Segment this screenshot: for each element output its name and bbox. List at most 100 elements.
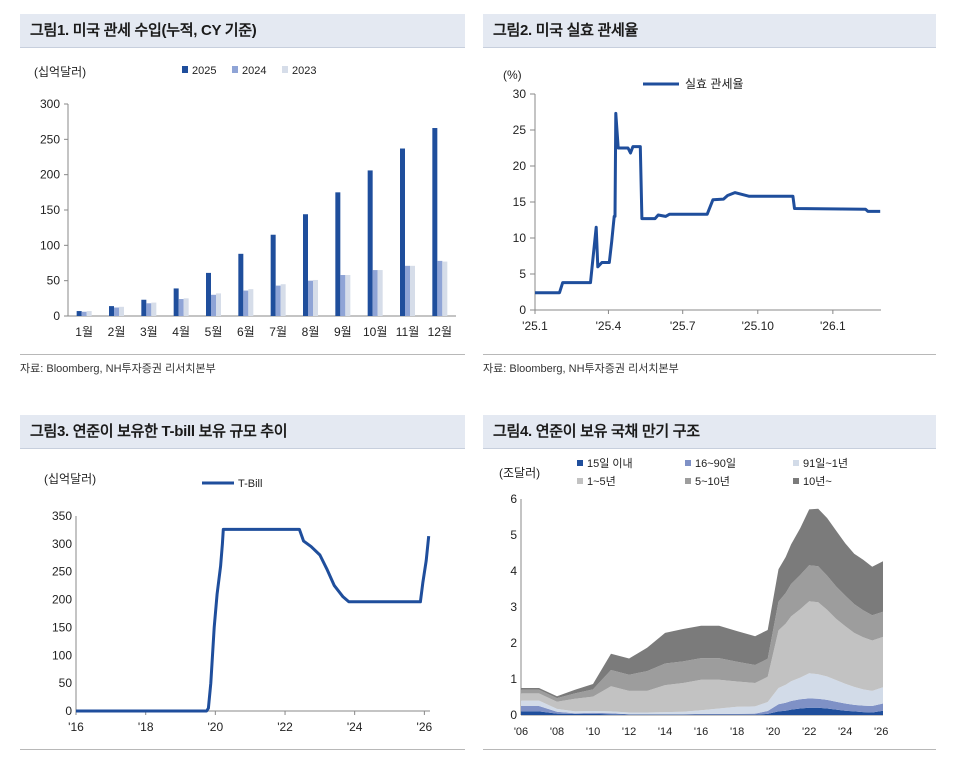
x-tick-label: '16 <box>68 720 84 734</box>
bar-2024-6월 <box>243 290 249 316</box>
y-axis-unit-label: (%) <box>503 68 522 82</box>
y-tick-label: 3 <box>510 600 517 614</box>
y-axis-unit-label: (조달러) <box>499 466 540 480</box>
area-91일~1년 <box>521 673 883 715</box>
y-tick-label: 300 <box>52 537 72 551</box>
figure-1-source: 자료: Bloomberg, NH투자증권 리서치본부 <box>20 363 216 375</box>
y-tick-label: 200 <box>40 168 60 182</box>
area-15일 이내 <box>521 707 883 715</box>
y-tick-label: 15 <box>513 195 527 209</box>
bar-2023-8월 <box>313 279 318 316</box>
bar-2025-10월 <box>367 170 373 316</box>
x-tick-label: '22 <box>802 726 816 738</box>
figure-2: 그림2. 미국 실효 관세율 (%) 0 5 10 15 20 25 30 '25.1 '25.4… <box>483 14 936 380</box>
figure-4-title: 그림4. 연준이 보유 국채 만기 구조 <box>483 415 936 449</box>
line-t-bill <box>76 527 431 713</box>
x-tick-label: '25.1 <box>522 319 548 333</box>
legend-label-2023: 2023 <box>292 65 316 77</box>
x-tick-label: '26 <box>417 720 433 734</box>
bar-2023-7월 <box>280 284 286 316</box>
x-tick-label: 12월 <box>428 325 452 339</box>
x-tick-label: 9월 <box>334 325 352 339</box>
bar-2024-11월 <box>405 265 410 316</box>
x-tick-label: '18 <box>138 720 154 734</box>
x-tick-label: 11월 <box>396 325 420 339</box>
bar-2024-2월 <box>114 307 119 316</box>
y-tick-label: 150 <box>52 620 72 634</box>
figure-1-title: 그림1. 미국 관세 수입(누적, CY 기준) <box>20 14 465 48</box>
bar-2024-8월 <box>308 280 313 316</box>
bar-2025-12월 <box>432 128 438 316</box>
x-tick-label: '25.10 <box>742 319 775 333</box>
figure-4: 그림4. 연준이 보유 국채 만기 구조 (조달러) 0 1 2 3 4 5 6 '06 '08 '… <box>483 415 936 753</box>
y-tick-label: 2 <box>510 636 517 650</box>
x-tick-label: '25.7 <box>670 319 696 333</box>
bar-2025-4월 <box>173 288 179 316</box>
x-tick-label: '12 <box>622 726 636 738</box>
bar-2023-9월 <box>345 275 351 316</box>
bar-2023-12월 <box>442 261 448 316</box>
legend-swatch-2025 <box>182 66 188 73</box>
y-tick-label: 0 <box>53 309 60 323</box>
legend-label: T-Bill <box>238 478 262 490</box>
x-tick-label: '14 <box>658 726 672 738</box>
bar-2024-9월 <box>340 275 346 316</box>
x-tick-label: '24 <box>838 726 852 738</box>
y-tick-label: 150 <box>40 203 60 217</box>
legend-swatch-2 <box>793 460 799 466</box>
x-tick-label: '24 <box>347 720 363 734</box>
bar-2025-5월 <box>206 272 211 316</box>
x-tick-label: 10월 <box>363 325 387 339</box>
bar-2023-11월 <box>410 265 415 316</box>
figure-4-divider <box>483 749 936 750</box>
legend-swatch-3 <box>577 478 583 484</box>
y-tick-label: 250 <box>40 132 60 146</box>
y-axis-unit-label: (십억달러) <box>34 65 86 79</box>
x-tick-label: 2월 <box>108 325 126 339</box>
figure-3-title: 그림3. 연준이 보유한 T-bill 보유 규모 추이 <box>20 415 465 449</box>
y-tick-label: 50 <box>47 274 61 288</box>
figure-2-title: 그림2. 미국 실효 관세율 <box>483 14 936 48</box>
bar-2023-1월 <box>86 311 92 316</box>
x-tick-label: 7월 <box>269 325 287 339</box>
area-16~90일 <box>521 698 883 715</box>
x-tick-label: '20 <box>766 726 780 738</box>
legend-label-5: 10년~ <box>803 475 832 488</box>
y-tick-label: 4 <box>510 564 517 578</box>
legend-swatch-1 <box>685 460 691 466</box>
area-10년~ <box>521 508 883 699</box>
legend-label-2024: 2024 <box>242 65 266 77</box>
bar-2025-1월 <box>76 311 82 316</box>
bar-2024-4월 <box>178 299 184 316</box>
bar-2024-12월 <box>437 260 443 316</box>
y-tick-label: 1 <box>510 672 517 686</box>
y-tick-label: 0 <box>65 704 72 718</box>
bar-2025-7월 <box>270 234 276 316</box>
bar-2023-4월 <box>183 298 189 316</box>
y-tick-label: 0 <box>519 303 526 317</box>
x-tick-label: 6월 <box>237 325 255 339</box>
x-tick-label: '10 <box>586 726 600 738</box>
x-tick-label: '26 <box>874 726 888 738</box>
y-tick-label: 5 <box>519 267 526 281</box>
bar-2024-1월 <box>81 311 87 316</box>
legend-label-4: 5~10년 <box>695 475 730 488</box>
area-5~10년 <box>521 565 883 702</box>
bar-2023-3월 <box>151 302 157 316</box>
x-tick-label: '26.1 <box>820 319 846 333</box>
bar-2025-2월 <box>109 306 114 316</box>
bar-2024-5월 <box>211 294 216 316</box>
legend-label-0: 15일 이내 <box>587 456 633 470</box>
legend-label-2025: 2025 <box>192 65 216 77</box>
bar-2024-10월 <box>372 270 378 316</box>
figure-1-chart: (십억달러) 0 50 100 150 200 250 300 1월 2월 3월 4월 5월 6월 7월 8월… <box>34 65 456 339</box>
legend-swatch-0 <box>577 460 583 466</box>
line-effective-tariff-rate <box>535 111 881 295</box>
bar-2025-11월 <box>400 148 405 316</box>
x-tick-label: '18 <box>730 726 744 738</box>
legend-swatch-2024 <box>232 66 238 73</box>
legend-swatch-4 <box>685 478 691 484</box>
x-tick-label: 1월 <box>75 325 93 339</box>
legend-swatch-2023 <box>282 66 288 73</box>
bar-2023-5월 <box>216 293 221 316</box>
